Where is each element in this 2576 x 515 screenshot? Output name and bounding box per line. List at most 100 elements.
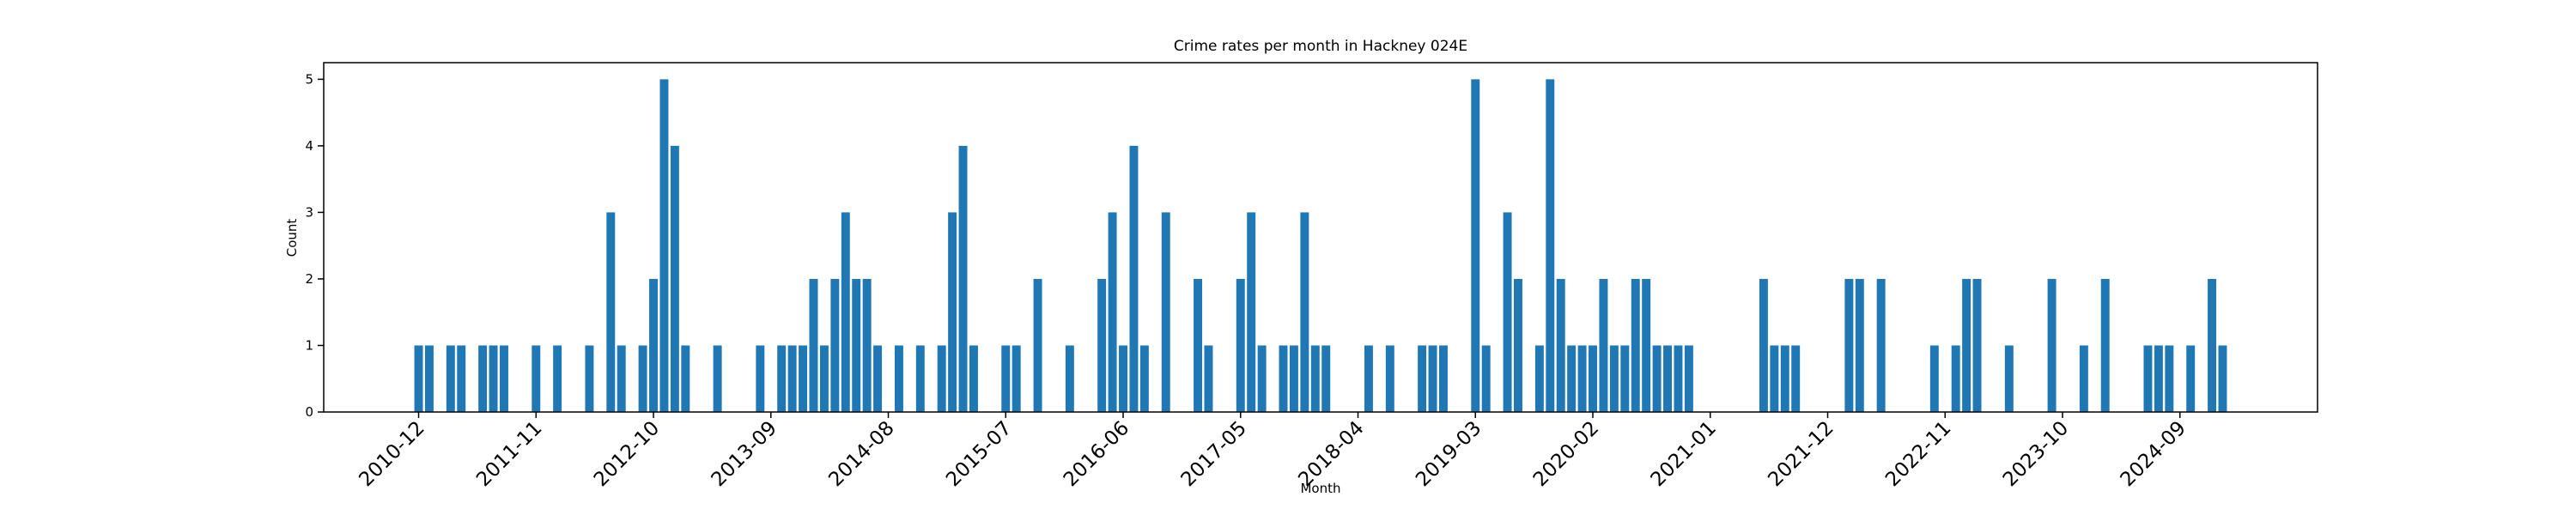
bar xyxy=(873,345,883,412)
x-tick-label: 2013-09 xyxy=(708,417,781,491)
bar xyxy=(1119,345,1127,412)
bar xyxy=(1791,345,1801,412)
bar xyxy=(1534,345,1544,412)
bar xyxy=(1546,79,1555,412)
bar xyxy=(1097,278,1107,412)
y-tick-label: 2 xyxy=(305,271,313,287)
bar xyxy=(1642,278,1651,412)
x-tick-label: 2016-06 xyxy=(1060,417,1133,491)
y-tick-label: 5 xyxy=(305,71,313,87)
bar xyxy=(1663,345,1673,412)
bar xyxy=(1385,345,1394,412)
bar xyxy=(1012,345,1021,412)
bar xyxy=(787,345,797,412)
bar xyxy=(841,212,850,412)
bar xyxy=(1161,212,1170,412)
bar xyxy=(1194,278,1203,412)
bar xyxy=(1428,345,1437,412)
bar xyxy=(553,345,562,412)
bar xyxy=(414,345,423,412)
bar xyxy=(457,345,466,412)
bar xyxy=(862,278,872,412)
bar xyxy=(1844,278,1854,412)
bar xyxy=(2154,345,2163,412)
bar xyxy=(958,145,968,412)
y-tick-label: 4 xyxy=(305,138,313,154)
bar xyxy=(1139,345,1149,412)
bar xyxy=(1556,278,1565,412)
y-tick-label: 3 xyxy=(305,204,313,220)
x-tick-label: 2014-08 xyxy=(824,417,898,491)
y-axis-label: Count xyxy=(284,219,300,258)
bar xyxy=(1929,345,1939,412)
bar xyxy=(852,278,861,412)
bar xyxy=(2100,278,2110,412)
bar xyxy=(1300,212,1309,412)
bar xyxy=(777,345,787,412)
bar xyxy=(894,345,903,412)
bar xyxy=(1065,345,1074,412)
bar xyxy=(1204,345,1213,412)
bar xyxy=(1129,145,1139,412)
bar xyxy=(1951,345,1960,412)
bar xyxy=(799,345,808,412)
bar xyxy=(1780,345,1789,412)
bar xyxy=(1589,345,1597,412)
chart-title: Crime rates per month in Hackney 024E xyxy=(1174,38,1467,55)
bar xyxy=(756,345,765,412)
bar xyxy=(606,212,616,412)
y-tick-label: 0 xyxy=(305,404,313,420)
bar xyxy=(1577,345,1587,412)
bar xyxy=(489,345,498,412)
bar xyxy=(2079,345,2088,412)
bar xyxy=(1279,345,1288,412)
x-tick-label: 2021-01 xyxy=(1647,417,1721,491)
x-tick-label: 2012-10 xyxy=(590,417,664,491)
bar xyxy=(1321,345,1331,412)
bar xyxy=(1876,278,1886,412)
plot-frame xyxy=(323,62,2318,413)
bar xyxy=(1257,345,1267,412)
bar xyxy=(424,345,434,412)
bar xyxy=(1759,278,1768,412)
bar xyxy=(1364,345,1373,412)
x-tick-label: 2021-12 xyxy=(1764,417,1838,491)
x-tick-label: 2015-07 xyxy=(942,417,1016,491)
bar xyxy=(969,345,978,412)
bar xyxy=(2218,345,2227,412)
bar xyxy=(2186,345,2196,412)
x-tick-label: 2023-10 xyxy=(1999,417,2073,491)
x-tick-label: 2019-03 xyxy=(1412,417,1485,491)
bar xyxy=(1481,345,1491,412)
bar xyxy=(2004,345,2014,412)
bar xyxy=(1962,278,1971,412)
bar xyxy=(2143,345,2153,412)
bar xyxy=(617,345,626,412)
bar xyxy=(499,345,508,412)
bar xyxy=(446,345,455,412)
bar xyxy=(1001,345,1011,412)
bar xyxy=(1972,278,1982,412)
bar xyxy=(1652,345,1662,412)
bar xyxy=(1033,278,1042,412)
bar xyxy=(2047,278,2057,412)
bar xyxy=(1503,212,1512,412)
bar xyxy=(1471,79,1480,412)
x-tick-label: 2011-11 xyxy=(472,417,546,491)
bar xyxy=(478,345,488,412)
bar xyxy=(1108,212,1117,412)
x-tick-label: 2024-09 xyxy=(2117,417,2190,491)
bar xyxy=(1418,345,1427,412)
bar xyxy=(1247,212,1256,412)
bar xyxy=(532,345,541,412)
bar xyxy=(948,212,957,412)
x-tick-label: 2010-12 xyxy=(355,417,428,491)
bar xyxy=(1684,345,1693,412)
bar xyxy=(659,79,669,412)
y-tick-label: 1 xyxy=(305,337,313,353)
bar xyxy=(1609,345,1619,412)
x-tick-label: 2022-11 xyxy=(1881,417,1955,491)
bar xyxy=(1855,278,1864,412)
bar xyxy=(713,345,722,412)
